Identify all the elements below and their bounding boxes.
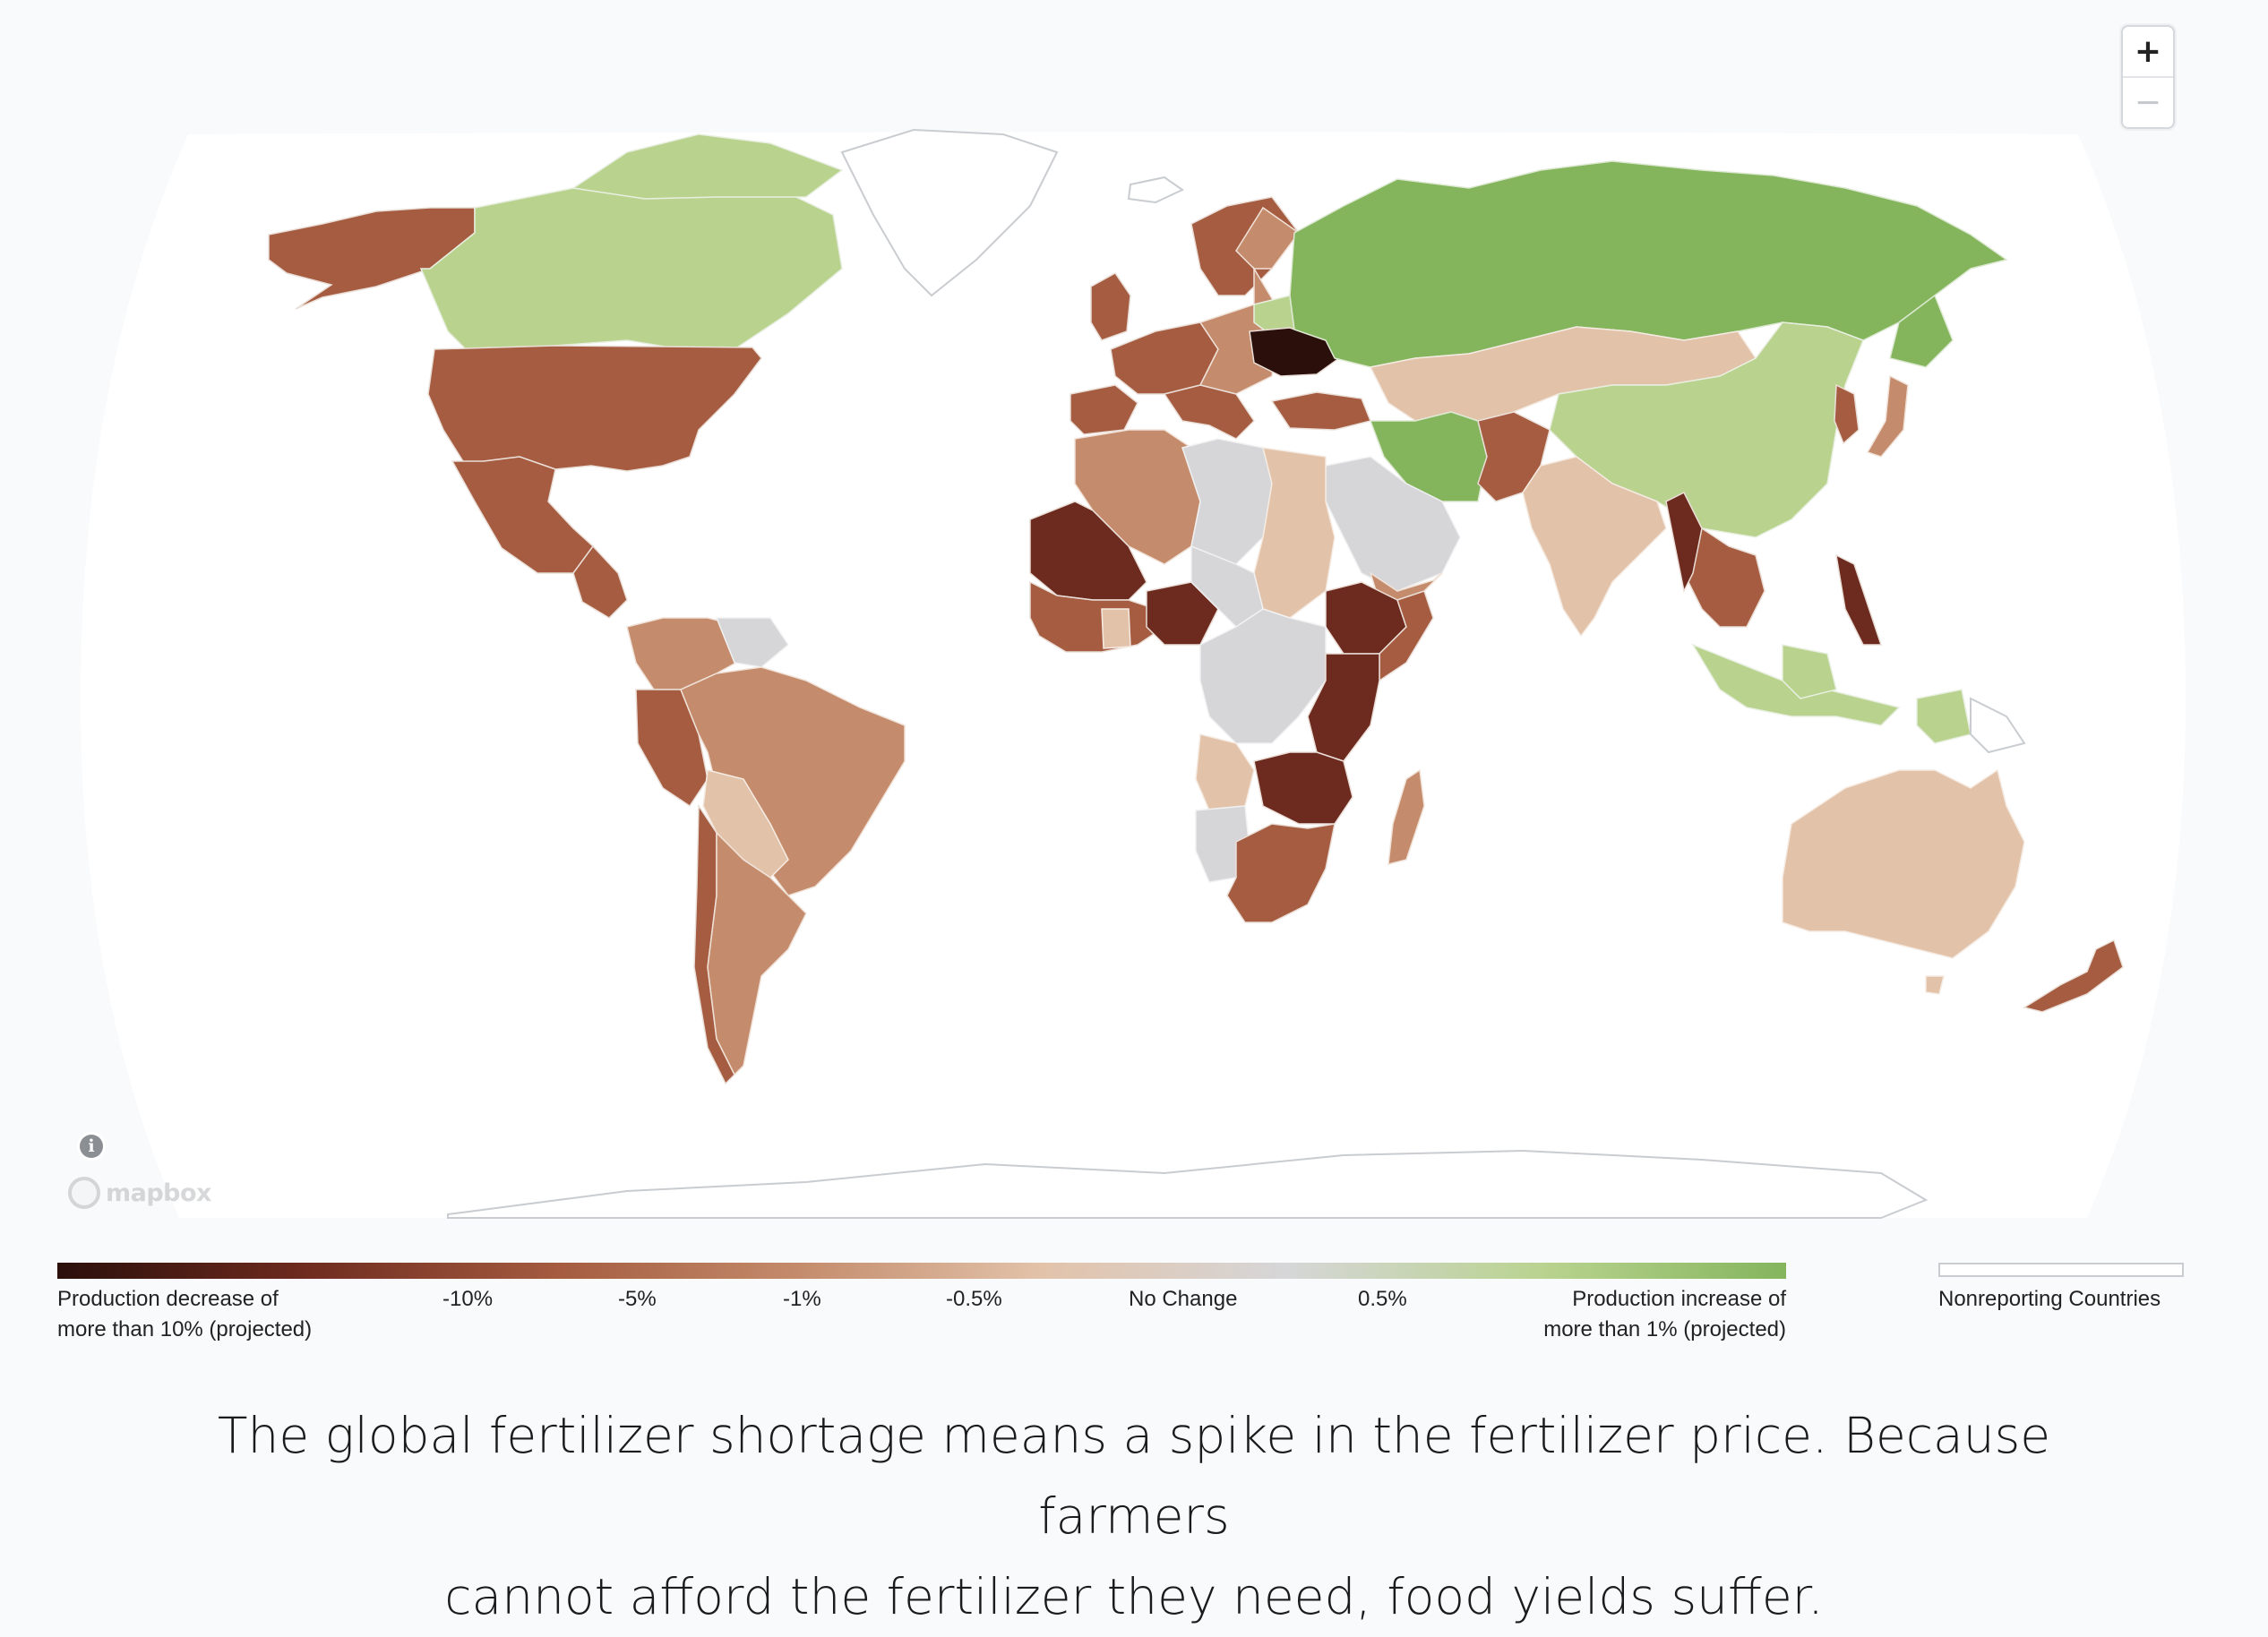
legend-label-minus-5: -5% (618, 1287, 657, 1311)
india (1522, 456, 1667, 638)
colombia-venezuela (626, 617, 753, 690)
legend-label-minus-1: -1% (783, 1287, 821, 1311)
west-africa (1029, 580, 1165, 653)
zoom-out-button[interactable]: − (2134, 84, 2162, 121)
legend-label-plus-0-5: 0.5% (1358, 1287, 1407, 1311)
guianas (715, 617, 789, 668)
legend-label-no-change: No Change (1129, 1287, 1238, 1311)
papua (1916, 689, 1972, 744)
legend-label-nonreporting: Nonreporting Countries (1938, 1287, 2161, 1311)
italy-balkans (1163, 384, 1255, 440)
sahara-central (1181, 438, 1273, 574)
zoom-in-button[interactable]: + (2123, 27, 2173, 78)
australia (1782, 768, 2025, 959)
map-area[interactable]: + − i mapbox (0, 0, 2268, 1236)
ghana-strip (1101, 608, 1131, 649)
mapbox-logo-text: mapbox (106, 1178, 211, 1207)
philippines (1835, 553, 1883, 646)
map-caption: The global fertilizer shortage means a s… (179, 1395, 2089, 1637)
central-africa (1199, 608, 1327, 744)
central-america (572, 544, 628, 619)
canada-islands (571, 133, 844, 200)
caption-line-2: cannot afford the fertilizer they need, … (444, 1568, 1824, 1625)
spain-portugal (1070, 384, 1138, 435)
papua-east (1970, 697, 2026, 754)
zoom-control: + − (2121, 25, 2175, 129)
greenland (840, 128, 1059, 297)
united-states (427, 345, 762, 472)
iceland (1127, 176, 1184, 204)
turkey (1270, 391, 1372, 431)
new-zealand (2023, 938, 2124, 1013)
korea (1834, 383, 1860, 445)
japan (1866, 374, 1909, 458)
legend-label-minus-0-5: -0.5% (946, 1287, 1002, 1311)
caption-line-1: The global fertilizer shortage means a s… (217, 1407, 2051, 1545)
zambia-mozambique (1253, 751, 1353, 825)
legend-label-increase-max: Production increase of more than 1% (pro… (1543, 1287, 1786, 1341)
tasmania (1925, 975, 1945, 995)
uk (1090, 272, 1131, 341)
mali-mauritania (1029, 501, 1147, 601)
russia-east (1889, 294, 1954, 368)
madagascar (1387, 768, 1425, 865)
mapbox-mark-icon (68, 1177, 100, 1209)
legend-label-decrease-max: Production decrease of more than 10% (pr… (57, 1287, 313, 1341)
borneo (1782, 644, 1837, 699)
mexico (451, 456, 595, 574)
info-icon[interactable]: i (77, 1132, 106, 1161)
alaska (268, 207, 476, 310)
world-choropleth-map[interactable] (0, 0, 2268, 1236)
argentina (707, 831, 807, 1076)
legend-color-scale (57, 1263, 1786, 1279)
antarctica (447, 1149, 1929, 1219)
legend-label-minus-10: -10% (442, 1287, 494, 1311)
somalia (1379, 590, 1434, 682)
myanmar (1665, 491, 1703, 594)
south-africa (1226, 823, 1336, 923)
mapbox-logo[interactable]: mapbox (68, 1175, 211, 1211)
finland-baltics (1235, 206, 1301, 270)
nonreporting-swatch (1938, 1263, 2184, 1277)
